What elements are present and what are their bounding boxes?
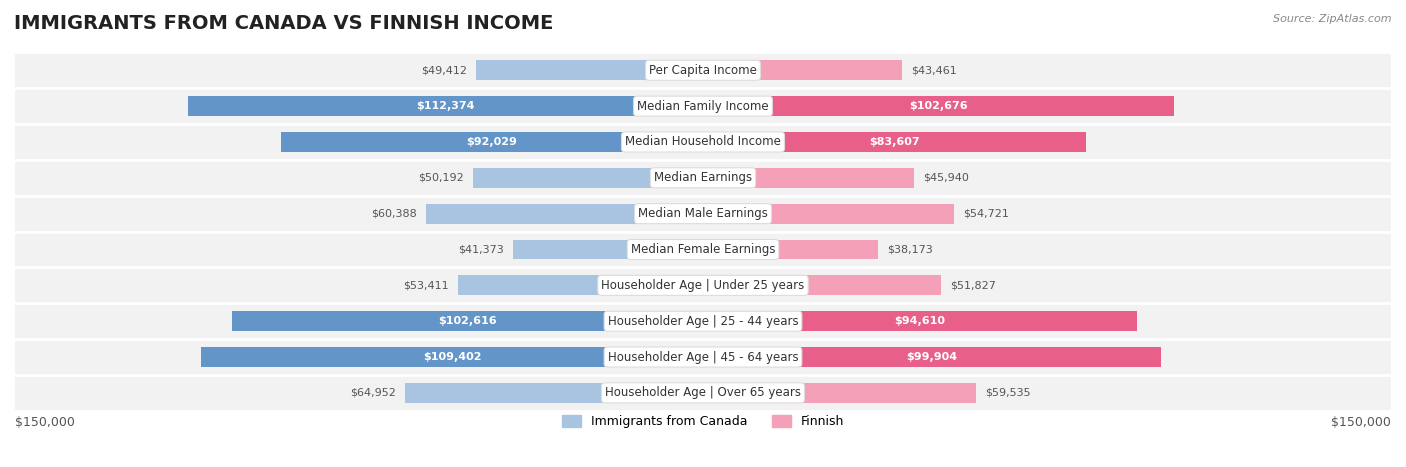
Legend: Immigrants from Canada, Finnish: Immigrants from Canada, Finnish (557, 410, 849, 433)
Bar (15, 268, 1391, 303)
Text: $53,411: $53,411 (404, 280, 449, 290)
Bar (703, 204, 955, 224)
Text: $102,616: $102,616 (439, 316, 496, 326)
Text: Householder Age | 45 - 64 years: Householder Age | 45 - 64 years (607, 351, 799, 363)
Text: Median Earnings: Median Earnings (654, 171, 752, 184)
Text: $150,000: $150,000 (1331, 416, 1391, 429)
Bar (703, 347, 1161, 367)
Text: $99,904: $99,904 (907, 352, 957, 362)
Text: $109,402: $109,402 (423, 352, 481, 362)
Text: IMMIGRANTS FROM CANADA VS FINNISH INCOME: IMMIGRANTS FROM CANADA VS FINNISH INCOME (14, 14, 554, 33)
Bar (703, 383, 976, 403)
Bar (472, 168, 703, 188)
Bar (477, 60, 703, 80)
Text: $45,940: $45,940 (922, 173, 969, 183)
Text: Median Household Income: Median Household Income (626, 135, 780, 149)
Bar (15, 232, 1391, 268)
Bar (513, 240, 703, 259)
Bar (703, 240, 879, 259)
Text: Householder Age | Under 25 years: Householder Age | Under 25 years (602, 279, 804, 292)
Text: Householder Age | Over 65 years: Householder Age | Over 65 years (605, 386, 801, 399)
Text: $102,676: $102,676 (910, 101, 967, 111)
Text: Source: ZipAtlas.com: Source: ZipAtlas.com (1274, 14, 1392, 24)
Bar (458, 276, 703, 295)
Bar (201, 347, 703, 367)
Text: $83,607: $83,607 (869, 137, 920, 147)
Bar (703, 96, 1174, 116)
Bar (15, 339, 1391, 375)
Text: Median Family Income: Median Family Income (637, 99, 769, 113)
Bar (703, 276, 941, 295)
Bar (703, 168, 914, 188)
Bar (15, 160, 1391, 196)
Bar (15, 196, 1391, 232)
Text: $64,952: $64,952 (350, 388, 396, 398)
Bar (232, 311, 703, 331)
Bar (703, 60, 903, 80)
Text: $112,374: $112,374 (416, 101, 475, 111)
Text: $60,388: $60,388 (371, 209, 416, 219)
Bar (15, 52, 1391, 88)
Bar (426, 204, 703, 224)
Text: $94,610: $94,610 (894, 316, 945, 326)
Text: $150,000: $150,000 (15, 416, 75, 429)
Bar (405, 383, 703, 403)
Bar (15, 303, 1391, 339)
Text: $41,373: $41,373 (458, 245, 505, 255)
Text: $51,827: $51,827 (950, 280, 995, 290)
Bar (703, 311, 1137, 331)
Text: $43,461: $43,461 (911, 65, 957, 75)
Bar (703, 132, 1087, 152)
Text: $38,173: $38,173 (887, 245, 934, 255)
Text: $54,721: $54,721 (963, 209, 1010, 219)
Bar (15, 124, 1391, 160)
Text: Per Capita Income: Per Capita Income (650, 64, 756, 77)
Bar (187, 96, 703, 116)
Bar (15, 88, 1391, 124)
Text: Median Female Earnings: Median Female Earnings (631, 243, 775, 256)
Text: $50,192: $50,192 (418, 173, 464, 183)
Bar (15, 375, 1391, 411)
Text: Householder Age | 25 - 44 years: Householder Age | 25 - 44 years (607, 315, 799, 328)
Text: $49,412: $49,412 (422, 65, 467, 75)
Bar (281, 132, 703, 152)
Text: $92,029: $92,029 (467, 137, 517, 147)
Text: $59,535: $59,535 (986, 388, 1031, 398)
Text: Median Male Earnings: Median Male Earnings (638, 207, 768, 220)
